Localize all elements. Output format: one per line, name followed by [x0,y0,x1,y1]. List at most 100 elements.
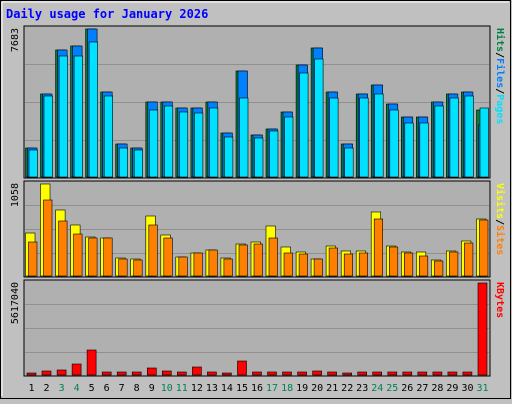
x-day-label-9: 9 [149,383,155,394]
bar-pages-day-25 [389,109,399,178]
bar-sites-day-18 [283,252,293,277]
x-day-label-22: 22 [341,383,353,394]
x-day-label-12: 12 [191,383,203,394]
bar-kbytes-day-11 [177,371,187,376]
bar-sites-day-6 [103,237,113,277]
bar-kbytes-day-22 [342,372,353,376]
bar-sites-day-5 [88,237,98,277]
bar-sites-day-29 [449,251,459,277]
bar-pages-day-27 [419,122,429,178]
bar-sites-day-8 [133,259,143,277]
bar-kbytes-day-27 [417,371,428,376]
bar-pages-day-21 [329,97,339,178]
bar-pages-day-23 [359,97,369,178]
bar-sites-day-19 [298,253,308,277]
bar-pages-day-30 [464,95,474,178]
x-day-label-2: 2 [43,383,49,394]
x-day-label-31: 31 [476,383,488,394]
bar-pages-day-4 [73,55,83,178]
x-day-label-28: 28 [431,383,443,394]
legend-separator: / [494,52,505,58]
x-day-label-10: 10 [161,383,173,394]
bar-pages-day-28 [434,105,444,178]
bar-sites-day-17 [268,237,278,277]
bar-kbytes-day-6 [101,371,112,376]
bar-sites-day-12 [193,252,203,277]
x-day-label-14: 14 [221,383,233,394]
bar-pages-day-12 [194,112,204,178]
bar-sites-day-23 [358,252,369,277]
legend-text: KBytes [494,282,505,318]
bar-sites-day-27 [418,255,429,277]
bar-pages-day-6 [103,95,113,178]
x-day-label-16: 16 [251,383,263,394]
x-day-label-4: 4 [74,383,80,394]
x-day-label-30: 30 [461,383,473,394]
legend-text: Hits/Files/Pages [494,28,506,124]
bar-kbytes-day-2 [41,370,52,376]
x-day-label-7: 7 [119,383,125,394]
x-day-label-3: 3 [59,383,65,394]
bar-sites-day-15 [238,244,248,277]
x-day-label-26: 26 [401,383,413,394]
x-day-label-24: 24 [371,383,383,394]
bar-kbytes-day-24 [372,371,383,376]
bar-sites-day-13 [208,249,218,277]
bar-pages-day-9 [149,109,159,178]
x-day-label-23: 23 [356,383,368,394]
x-day-label-13: 13 [206,383,218,394]
bar-kbytes-day-13 [207,371,217,376]
bar-kbytes-day-17 [267,371,277,376]
bar-kbytes-day-23 [357,371,368,376]
bar-sites-day-26 [403,252,414,277]
legend-item-visits: Visits [494,183,506,219]
legend-separator: / [494,219,505,225]
bar-sites-day-3 [58,220,68,277]
x-day-label-17: 17 [266,383,278,394]
bar-sites-day-7 [118,258,128,277]
bar-sites-day-1 [28,241,38,277]
x-day-label-21: 21 [326,383,338,394]
bar-pages-day-29 [449,97,459,178]
bar-kbytes-day-15 [237,360,247,376]
bar-pages-day-16 [254,137,264,178]
bar-sites-day-28 [434,260,444,277]
bar-kbytes-day-26 [402,371,413,376]
bar-pages-day-26 [404,122,414,178]
y-axis-max-label: 5617040 [10,282,21,324]
bar-kbytes-day-18 [282,371,292,376]
bar-sites-day-20 [313,258,323,277]
bar-pages-day-22 [344,147,354,178]
legend-separator: / [494,88,505,94]
bar-pages-day-31 [479,107,489,178]
x-day-label-6: 6 [104,383,110,394]
bar-pages-day-24 [374,93,384,178]
bar-sites-day-22 [343,253,354,277]
legend-item-sites: Sites [494,225,506,255]
legend-item-hits: Hits [494,28,506,52]
bar-pages-day-1 [28,149,38,178]
bar-pages-day-3 [58,55,68,178]
bar-pages-day-15 [239,97,249,178]
bar-pages-day-18 [284,116,294,178]
bar-pages-day-5 [88,41,98,178]
y-axis-max-label: 7683 [10,28,21,52]
legend-item-kbytes: KBytes [494,282,505,318]
bar-pages-day-11 [179,111,189,178]
bar-kbytes-day-21 [327,371,337,376]
x-day-label-8: 8 [134,383,140,394]
legend-kbytes: KBytes [494,282,505,318]
x-day-label-15: 15 [236,383,248,394]
bar-kbytes-day-30 [462,371,473,376]
bar-kbytes-day-10 [162,370,172,376]
bar-sites-day-11 [178,256,188,277]
bar-kbytes-day-19 [297,371,307,376]
bar-kbytes-day-28 [432,371,443,376]
bar-kbytes-day-7 [116,371,127,376]
x-day-label-5: 5 [89,383,95,394]
bar-sites-day-10 [163,237,173,277]
bar-pages-day-13 [209,107,219,178]
x-axis-day-labels: 1 2 3 4 5 6 7 8 9 10 11 12 13 14 15 16 17 18 19 20 21 22 23 24 2… [28,383,488,394]
